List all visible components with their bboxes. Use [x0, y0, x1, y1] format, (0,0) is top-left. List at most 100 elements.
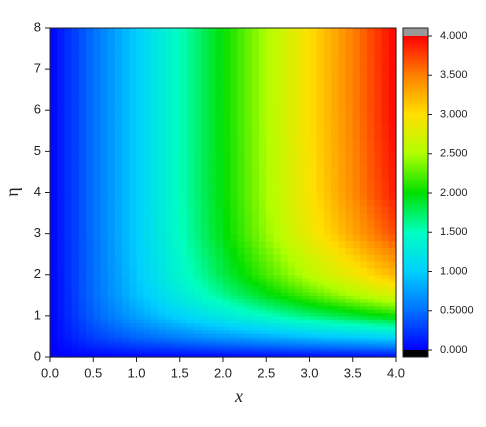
- heatmap-cell: [374, 69, 383, 84]
- heatmap-cell: [136, 312, 145, 317]
- heatmap-cell: [172, 199, 181, 207]
- heatmap-cell: [194, 338, 202, 341]
- heatmap-cell: [388, 295, 397, 300]
- heatmap-cell: [309, 82, 318, 98]
- heatmap-cell: [381, 319, 390, 324]
- heatmap-cell: [345, 219, 354, 228]
- heatmap-cell: [215, 315, 224, 320]
- heatmap-cell: [136, 338, 145, 341]
- heatmap-cell: [201, 254, 210, 262]
- heatmap-cell: [237, 41, 246, 57]
- heatmap-cell: [186, 336, 195, 339]
- heatmap-cell: [367, 322, 375, 327]
- heatmap-cell: [143, 226, 152, 235]
- heatmap-cell: [86, 291, 94, 296]
- heatmap-cell: [295, 315, 303, 320]
- heatmap-cell: [78, 319, 87, 324]
- heatmap-cell: [86, 137, 94, 152]
- heatmap-cell: [201, 285, 210, 290]
- heatmap-cell: [100, 192, 109, 200]
- heatmap-cell: [165, 348, 174, 351]
- heatmap-cell: [129, 254, 138, 262]
- heatmap-cell: [100, 254, 109, 262]
- heatmap-cell: [352, 55, 361, 70]
- heatmap-cell: [165, 288, 174, 293]
- heatmap-cell: [345, 278, 354, 283]
- heatmap-cell: [230, 336, 239, 339]
- heatmap-cell: [86, 226, 94, 235]
- heatmap-cell: [208, 338, 217, 341]
- heatmap-cell: [172, 326, 181, 331]
- heatmap-cell: [388, 41, 397, 57]
- heatmap-cell: [129, 338, 138, 341]
- heatmap-cell: [323, 315, 332, 320]
- heatmap-cell: [251, 110, 260, 125]
- heatmap-cell: [107, 278, 116, 283]
- heatmap-cell: [237, 278, 246, 283]
- heatmap-cell: [86, 240, 94, 248]
- heatmap-cell: [86, 343, 94, 346]
- heatmap-cell: [78, 351, 87, 355]
- heatmap-cell: [194, 96, 202, 111]
- heatmap-cell: [345, 151, 354, 166]
- heatmap-cell: [359, 346, 368, 350]
- heatmap-cell: [388, 341, 397, 344]
- heatmap-cell: [295, 41, 303, 57]
- heatmap-cell: [165, 219, 174, 228]
- heatmap-cell: [280, 329, 289, 334]
- heatmap-cell: [201, 312, 210, 317]
- heatmap-cell: [122, 345, 130, 348]
- heatmap-cell: [158, 288, 166, 293]
- heatmap-cell: [172, 343, 181, 346]
- heatmap-cell: [359, 165, 368, 180]
- heatmap-cell: [143, 338, 152, 341]
- heatmap-cell: [338, 82, 347, 98]
- heatmap-cell: [78, 348, 87, 351]
- heatmap-cell: [223, 261, 231, 269]
- heatmap-cell: [295, 137, 303, 152]
- heatmap-cell: [215, 353, 224, 356]
- heatmap-cell: [86, 309, 94, 314]
- heatmap-cell: [93, 298, 102, 303]
- heatmap-cell: [302, 151, 311, 166]
- heatmap-cell: [259, 110, 267, 125]
- heatmap-cell: [100, 295, 109, 300]
- heatmap-cell: [93, 350, 102, 353]
- heatmap-cell: [374, 137, 383, 152]
- heatmap-cell: [352, 110, 361, 125]
- heatmap-cell: [295, 213, 303, 221]
- heatmap-cell: [50, 96, 58, 111]
- heatmap-cell: [352, 288, 361, 293]
- heatmap-cell: [86, 151, 94, 166]
- heatmap-cell: [273, 110, 282, 125]
- heatmap-cell: [179, 123, 188, 139]
- heatmap-cell: [150, 226, 159, 235]
- heatmap-cell: [374, 96, 383, 111]
- heatmap-cell: [374, 261, 383, 269]
- heatmap-cell: [208, 274, 217, 279]
- heatmap-cell: [367, 274, 375, 279]
- heatmap-cell: [266, 219, 275, 228]
- heatmap-cell: [150, 288, 159, 293]
- heatmap-cell: [259, 226, 267, 235]
- heatmap-cell: [388, 326, 397, 331]
- heatmap-cell: [345, 247, 354, 255]
- heatmap-cell: [309, 274, 318, 279]
- heatmap-cell: [359, 110, 368, 125]
- heatmap-cell: [86, 338, 94, 341]
- heatmap-cell: [64, 350, 73, 353]
- heatmap-cell: [295, 278, 303, 283]
- heatmap-cell: [107, 305, 116, 310]
- heatmap-cell: [179, 353, 188, 356]
- heatmap-cell: [179, 82, 188, 98]
- heatmap-cell: [302, 69, 311, 84]
- heatmap-cell: [78, 315, 87, 320]
- heatmap-cell: [381, 206, 390, 214]
- heatmap-cell: [316, 309, 325, 314]
- heatmap-cell: [122, 291, 130, 296]
- heatmap-cell: [143, 274, 152, 279]
- heatmap-cell: [352, 353, 361, 356]
- heatmap-cell: [331, 267, 339, 276]
- heatmap-cell: [237, 69, 246, 84]
- x-tick-label: 1.0: [127, 365, 145, 380]
